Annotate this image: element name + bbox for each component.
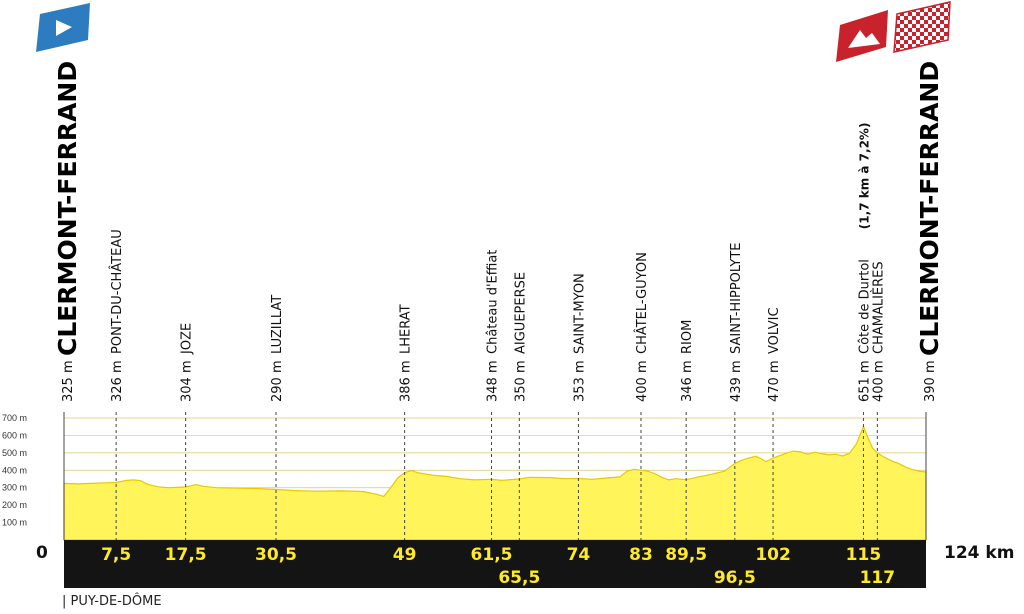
waypoint-labels: 326 m PONT-DU-CHÂTEAU 304 m JOZE 290 m LUZILL… [109, 123, 886, 402]
waypoint-name: CHAMALIÈRES [870, 261, 886, 354]
waypoint-altitude: 651 m [857, 360, 872, 402]
start-altitude: 325 m [61, 360, 76, 402]
start-city-name: CLERMONT-FERRAND [53, 61, 82, 356]
start-km-label: 0 [36, 543, 48, 563]
waypoint-km-label: 65,5 [498, 568, 540, 588]
waypoint-km-labels: 7,5 17,5 30,5 49 61,5 65,5 74 83 89,5 96,5 102 115 1… [101, 545, 895, 588]
waypoint-km-label: 74 [567, 545, 591, 565]
region-label: | PUY-DE-DÔME [62, 594, 162, 609]
mountain-climb-icon [836, 10, 888, 62]
waypoint-km-label: 115 [846, 545, 882, 565]
waypoint-name: PONT-DU-CHÂTEAU [109, 229, 125, 354]
finish-city-name: CLERMONT-FERRAND [915, 61, 944, 356]
start-flag-icon [36, 3, 90, 52]
climb-details: (1,7 km à 7,2%) [857, 123, 871, 230]
waypoint-name: SAINT-MYON [572, 273, 587, 354]
waypoint-altitude: 353 m [572, 360, 587, 402]
y-tick-label: 600 m [2, 430, 27, 440]
waypoint-name: Côte de Durtol [857, 259, 872, 354]
waypoint-km-label: 96,5 [714, 568, 756, 588]
waypoint-name: JOZE [180, 323, 195, 355]
waypoint-altitude: 470 m [767, 360, 782, 402]
waypoint-name: RIOM [680, 320, 695, 354]
km-band [64, 540, 926, 588]
y-tick-label: 700 m [2, 413, 27, 423]
waypoint-km-label: 102 [755, 545, 791, 565]
waypoint-name: AIGUEPERSE [513, 272, 528, 354]
waypoint-name: Château d'Effiat [486, 250, 501, 354]
elevation-profile-area [63, 424, 927, 541]
y-tick-label: 400 m [2, 465, 27, 475]
waypoint-name: CHÂTEL-GUYON [634, 252, 650, 354]
end-km-label: 124 km [944, 543, 1014, 563]
waypoint-name: LUZILLAT [270, 295, 285, 354]
waypoint-altitude: 348 m [486, 360, 501, 402]
waypoint-name: LHERAT [399, 304, 414, 354]
waypoint-altitude: 400 m [635, 360, 650, 402]
waypoint-km-label: 30,5 [255, 545, 297, 565]
waypoint-name: VOLVIC [767, 307, 782, 354]
checkered-finish-icon [893, 1, 951, 53]
altitude-tick-labels: 100 m 200 m 300 m 400 m 500 m 600 m 700 m [2, 413, 27, 528]
waypoint-km-label: 17,5 [165, 545, 207, 565]
finish-altitude: 390 m [923, 360, 938, 402]
y-tick-label: 200 m [2, 500, 27, 510]
y-tick-label: 500 m [2, 448, 27, 458]
waypoint-km-label: 49 [393, 545, 417, 565]
waypoint-km-label: 61,5 [471, 545, 513, 565]
waypoint-km-label: 89,5 [665, 545, 707, 565]
waypoint-altitude: 326 m [110, 360, 125, 402]
waypoint-altitude: 439 m [729, 360, 744, 402]
y-tick-label: 300 m [2, 483, 27, 493]
y-tick-label: 100 m [2, 518, 27, 528]
waypoint-km-label: 83 [629, 545, 653, 565]
waypoint-name: SAINT-HIPPOLYTE [729, 242, 744, 354]
waypoint-altitude: 304 m [180, 360, 195, 402]
waypoint-altitude: 346 m [680, 360, 695, 402]
waypoint-altitude: 400 m [871, 360, 886, 402]
waypoint-km-label: 7,5 [101, 545, 131, 565]
waypoint-altitude: 290 m [270, 360, 285, 402]
waypoint-altitude: 350 m [513, 360, 528, 402]
waypoint-altitude: 386 m [399, 360, 414, 402]
waypoint-km-label: 117 [860, 568, 896, 588]
